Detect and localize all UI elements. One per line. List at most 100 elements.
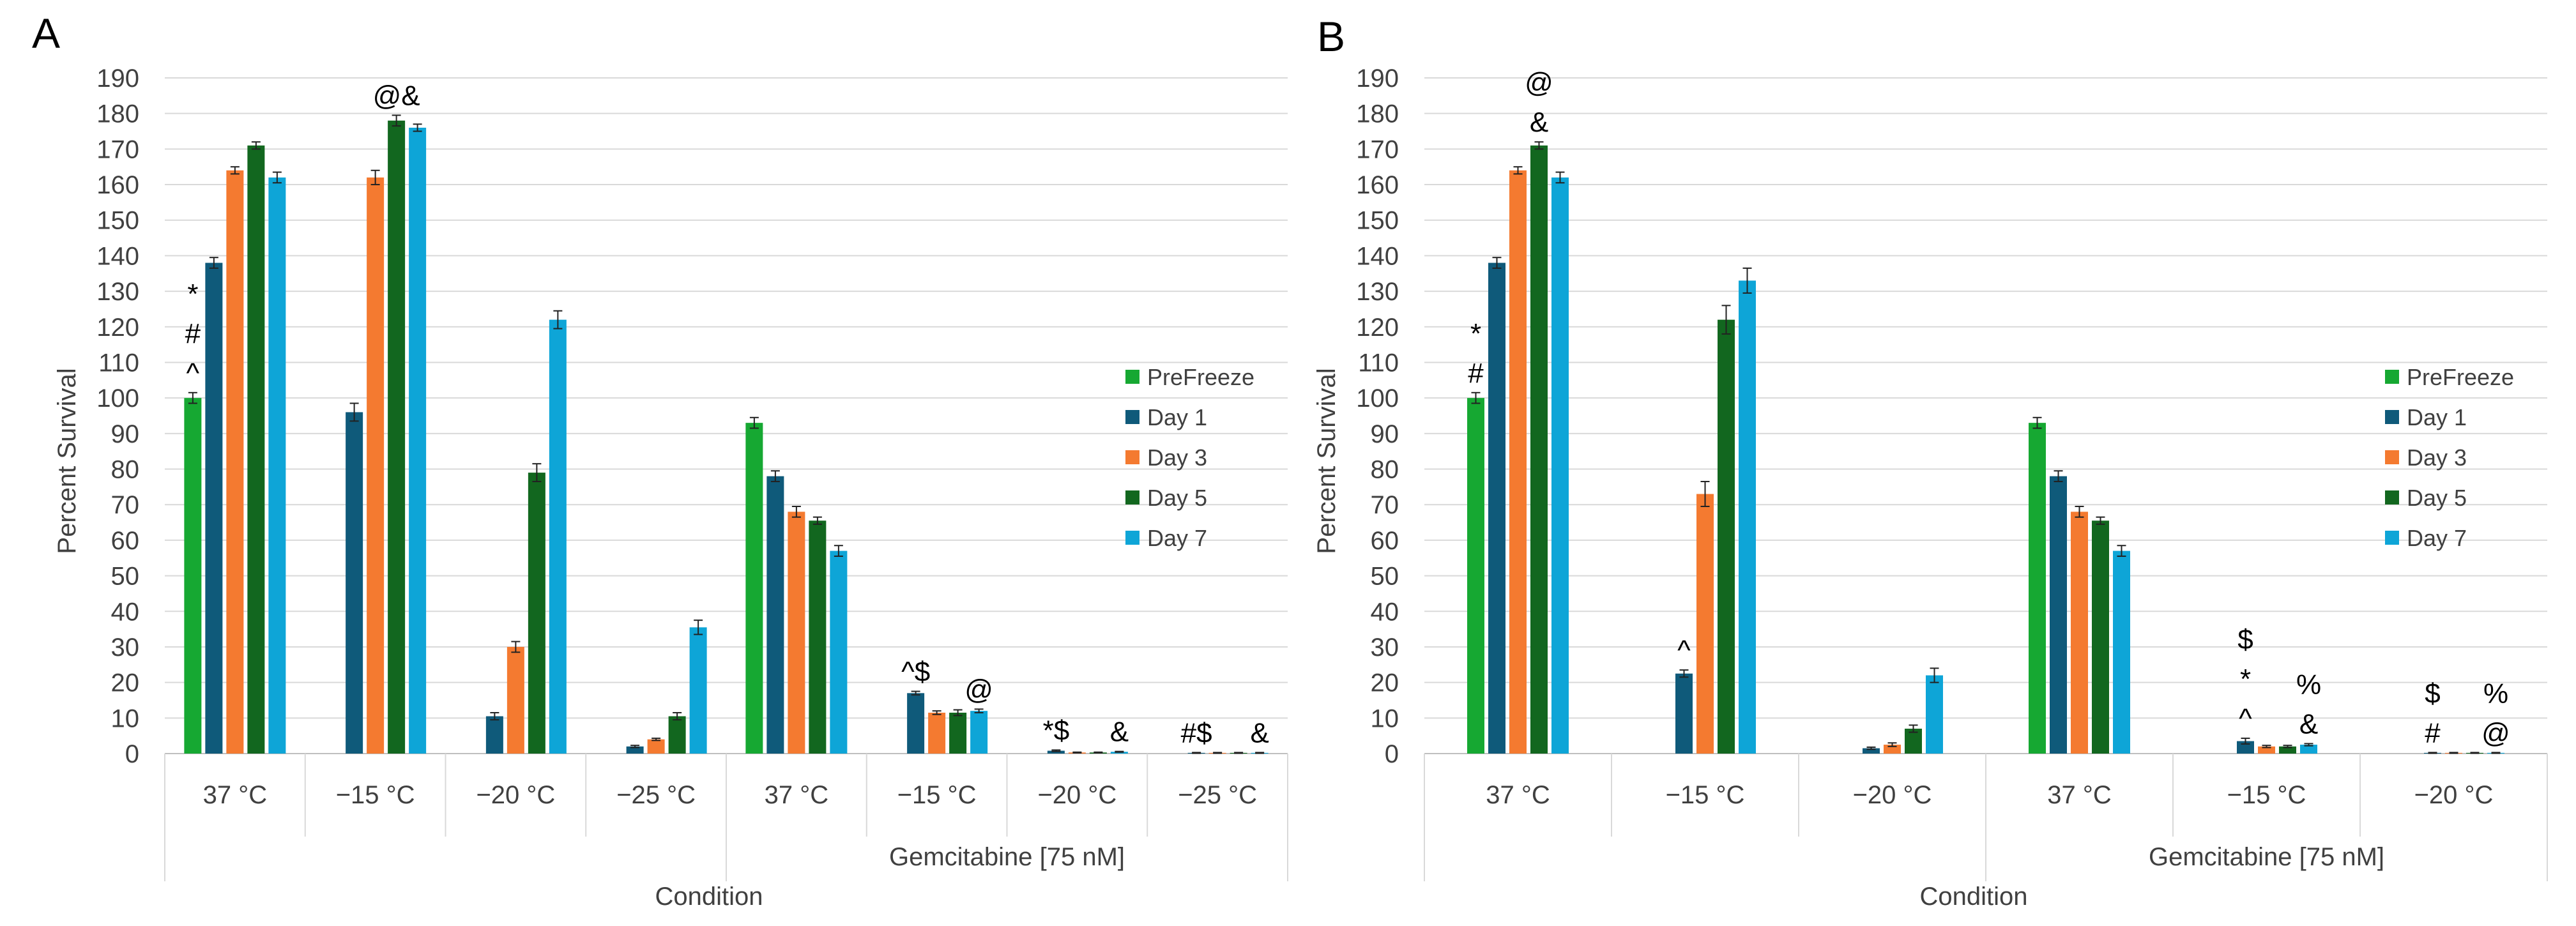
y-tick-label: 140 bbox=[1356, 242, 1399, 270]
y-axis-title: Percent Survival bbox=[1313, 368, 1341, 554]
bar-prefreeze bbox=[184, 398, 202, 754]
y-tick-label: 180 bbox=[96, 100, 139, 128]
legend-swatch bbox=[1125, 450, 1139, 464]
y-tick-label: 30 bbox=[1371, 634, 1399, 662]
y-tick-label: 70 bbox=[111, 491, 140, 519]
y-tick-label: 110 bbox=[98, 349, 139, 377]
significance-marker: # bbox=[2425, 717, 2441, 748]
x-axis-title: Condition bbox=[655, 883, 763, 911]
legend-swatch bbox=[2385, 370, 2399, 384]
bar-day-7 bbox=[409, 127, 427, 754]
y-tick-label: 80 bbox=[1371, 456, 1399, 484]
bar-day-5 bbox=[388, 120, 406, 754]
significance-marker: # bbox=[185, 318, 201, 349]
bar-day-1 bbox=[626, 746, 644, 754]
bar-day-3 bbox=[928, 712, 946, 754]
x-tick-label: −20 °C bbox=[476, 781, 555, 809]
bar-day-5 bbox=[2279, 746, 2296, 754]
bar-day-7 bbox=[268, 177, 286, 754]
legend-swatch bbox=[1125, 490, 1139, 505]
legend-swatch bbox=[2385, 450, 2399, 464]
group-label: Gemcitabine [75 nM] bbox=[2149, 843, 2384, 871]
legend-label: PreFreeze bbox=[2407, 364, 2514, 390]
y-axis-title: Percent Survival bbox=[53, 368, 81, 554]
significance-marker: ^ bbox=[2239, 703, 2252, 734]
y-tick-label: 10 bbox=[1371, 704, 1399, 732]
panel-b: B Percent Survival Condition 0 10 20 30 40 50… bbox=[1313, 13, 2548, 911]
bar-day-1 bbox=[485, 716, 503, 754]
panel-letter: A bbox=[32, 10, 60, 57]
y-tick-label: 60 bbox=[1371, 527, 1399, 555]
significance-marker: & bbox=[2299, 708, 2318, 740]
significance-marker: ^$ bbox=[901, 657, 930, 688]
bar-day-1 bbox=[1047, 750, 1065, 754]
significance-marker: # bbox=[1468, 358, 1484, 389]
bar-prefreeze bbox=[2029, 423, 2046, 754]
y-tick-label: 160 bbox=[1356, 171, 1399, 199]
bar-day-3 bbox=[226, 170, 244, 754]
bar-day-7 bbox=[549, 319, 567, 754]
y-tick-label: 110 bbox=[1358, 349, 1399, 377]
x-tick-label: −15 °C bbox=[336, 781, 415, 809]
bar-day-1 bbox=[1675, 673, 1693, 754]
legend-label: Day 7 bbox=[1147, 525, 1207, 551]
y-tick-label: 80 bbox=[111, 456, 140, 484]
legend-swatch bbox=[1125, 410, 1139, 424]
x-tick-label: 37 °C bbox=[203, 781, 268, 809]
bar-day-3 bbox=[2071, 512, 2088, 754]
y-tick-label: 100 bbox=[1356, 384, 1399, 413]
significance-marker: * bbox=[1470, 318, 1481, 349]
bar-day-7 bbox=[830, 550, 848, 754]
y-tick-label: 170 bbox=[1356, 135, 1399, 163]
y-tick-label: 40 bbox=[111, 598, 140, 626]
bar-day-3 bbox=[1509, 170, 1527, 754]
y-tick-label: 50 bbox=[1371, 563, 1399, 591]
bar-day-3 bbox=[788, 512, 805, 754]
bar-day-5 bbox=[1530, 145, 1548, 754]
bar-day-1 bbox=[1863, 748, 1880, 754]
bar-day-5 bbox=[528, 473, 545, 754]
bar-day-1 bbox=[1488, 262, 1505, 754]
bar-prefreeze bbox=[745, 423, 763, 754]
bar-day-7 bbox=[1551, 177, 1569, 754]
bar-day-7 bbox=[1926, 675, 1943, 754]
bar-prefreeze bbox=[1467, 398, 1484, 754]
bar-day-1 bbox=[2050, 476, 2067, 754]
y-tick-label: 190 bbox=[96, 65, 139, 93]
legend-swatch bbox=[1125, 370, 1139, 384]
bar-day-3 bbox=[367, 177, 385, 754]
legend-swatch bbox=[2385, 531, 2399, 545]
legend-swatch bbox=[2385, 490, 2399, 505]
significance-marker: $ bbox=[2237, 624, 2253, 655]
x-tick-label: −15 °C bbox=[1666, 781, 1745, 809]
legend-label: PreFreeze bbox=[1147, 364, 1254, 390]
legend-label: Day 7 bbox=[2407, 525, 2467, 551]
bar-day-1 bbox=[205, 262, 223, 754]
bar-day-7 bbox=[689, 627, 707, 754]
group-label: Gemcitabine [75 nM] bbox=[889, 843, 1125, 871]
significance-marker: & bbox=[1110, 717, 1129, 748]
y-tick-label: 0 bbox=[1385, 740, 1399, 768]
x-tick-label: −15 °C bbox=[897, 781, 977, 809]
x-tick-label: 37 °C bbox=[2047, 781, 2112, 809]
x-tick-label: 37 °C bbox=[765, 781, 829, 809]
y-tick-label: 90 bbox=[1371, 420, 1399, 448]
significance-marker: & bbox=[1250, 717, 1269, 748]
y-tick-label: 50 bbox=[111, 563, 140, 591]
bar-day-5 bbox=[2092, 520, 2109, 754]
y-tick-label: 40 bbox=[1371, 598, 1399, 626]
y-tick-label: 120 bbox=[1356, 314, 1399, 342]
y-tick-label: 140 bbox=[96, 242, 139, 270]
panel-a: A Percent Survival Condition 0 10 20 30 40 50… bbox=[32, 10, 1288, 911]
bar-day-1 bbox=[766, 476, 784, 754]
y-tick-label: 180 bbox=[1356, 100, 1399, 128]
significance-marker: $ bbox=[2425, 678, 2440, 709]
significance-marker: @ bbox=[1525, 67, 1553, 98]
bar-day-3 bbox=[2258, 746, 2275, 754]
y-tick-label: 120 bbox=[96, 314, 139, 342]
y-tick-label: 70 bbox=[1371, 491, 1399, 519]
y-tick-label: 20 bbox=[1371, 669, 1399, 697]
bar-day-3 bbox=[507, 646, 524, 754]
y-tick-label: 60 bbox=[111, 527, 140, 555]
